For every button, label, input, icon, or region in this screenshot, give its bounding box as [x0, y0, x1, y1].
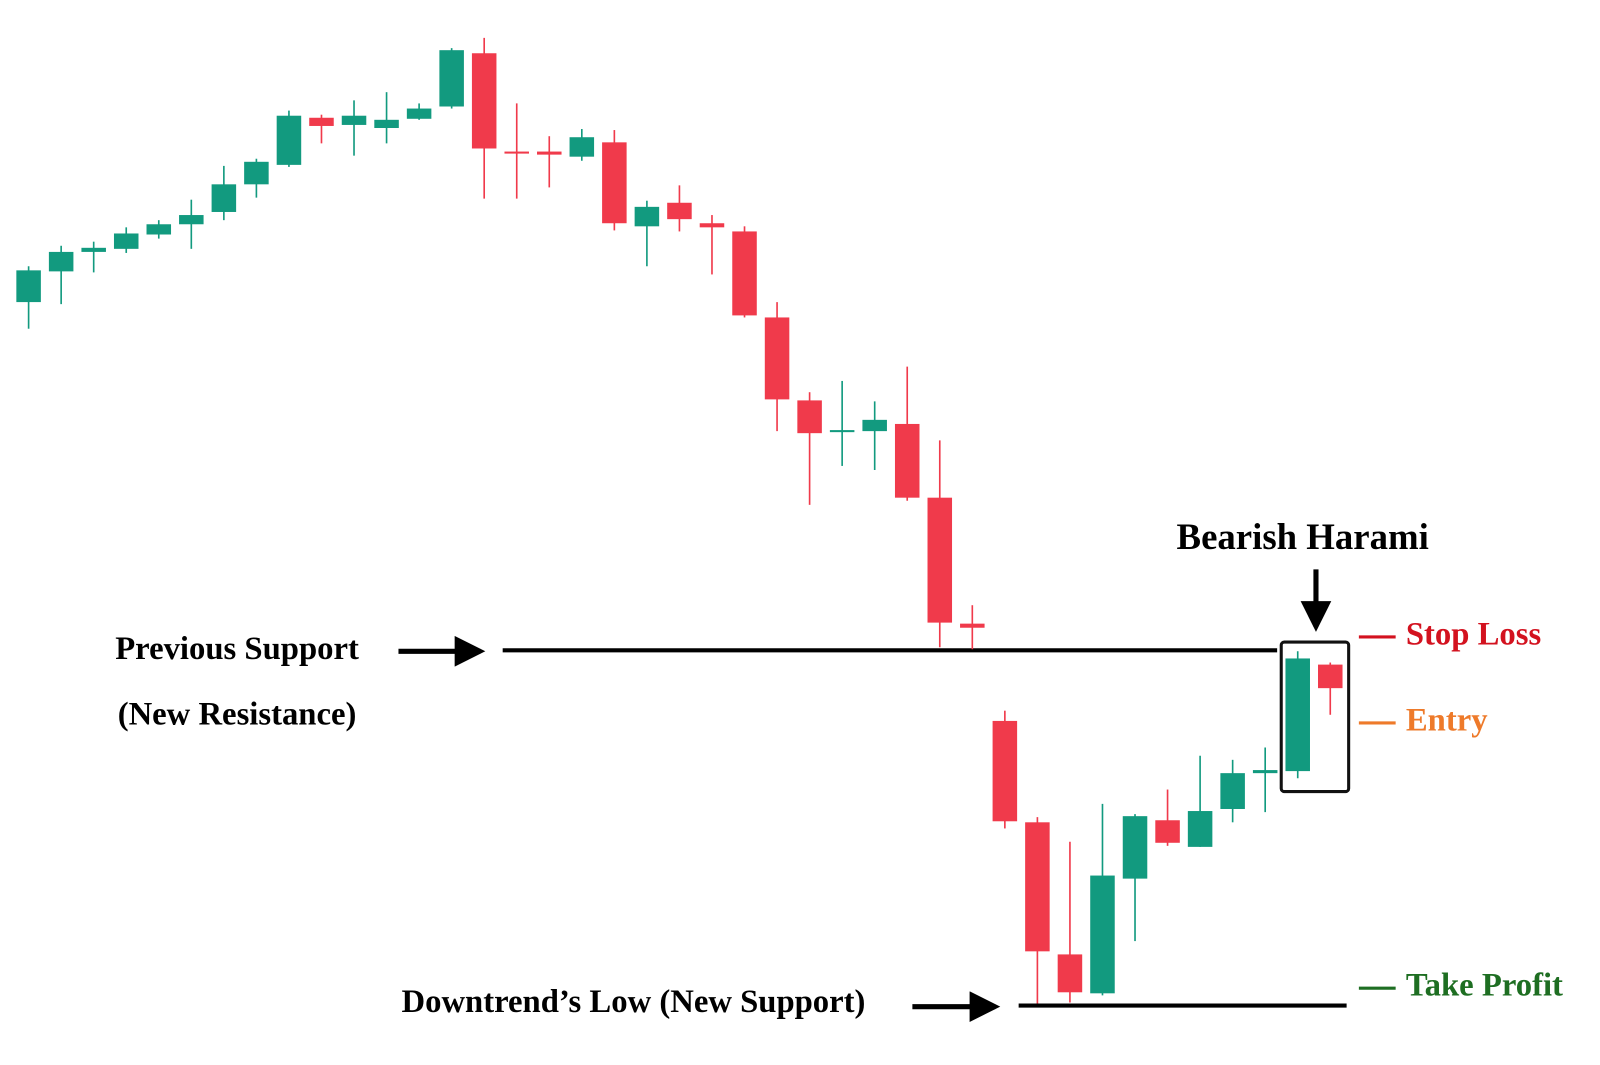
- candle-body: [634, 206, 660, 227]
- candle-body: [113, 233, 139, 249]
- candle-body: [341, 115, 367, 125]
- candle-body: [374, 119, 399, 129]
- level-label: Entry: [1406, 702, 1488, 738]
- candle-body: [48, 251, 74, 272]
- candle-body: [1252, 770, 1278, 774]
- candle-body: [1285, 658, 1310, 772]
- candle-body: [406, 108, 432, 119]
- pattern-box: [1279, 640, 1351, 794]
- candle-body: [797, 400, 822, 434]
- candle-body: [732, 231, 757, 316]
- candle-body: [602, 142, 627, 224]
- candle-body: [179, 215, 204, 225]
- candle-body: [829, 430, 855, 433]
- candle-body: [1090, 875, 1115, 994]
- candle-body: [667, 202, 692, 220]
- candle-body: [569, 137, 595, 157]
- candle-body: [1057, 954, 1083, 993]
- candle-body: [211, 184, 237, 212]
- annotation: Downtrend’s Low (New Support): [401, 984, 865, 1020]
- level-label: Stop Loss: [1406, 616, 1541, 652]
- candle-body: [960, 623, 985, 628]
- candle-body: [1187, 811, 1213, 847]
- candle-body: [699, 223, 725, 228]
- candle-body: [16, 270, 41, 303]
- candle-body: [927, 497, 953, 623]
- candle-body: [146, 224, 172, 235]
- annotation: (New Resistance): [118, 696, 357, 732]
- annotation: Previous Support: [115, 631, 359, 667]
- candle-body: [81, 247, 106, 252]
- candle-body: [894, 423, 920, 498]
- candle-body: [862, 419, 887, 432]
- candle-body: [1155, 820, 1180, 843]
- candle-body: [504, 151, 529, 154]
- candle-body: [1025, 822, 1050, 952]
- candle-body: [309, 117, 334, 126]
- level-label: Take Profit: [1406, 968, 1563, 1004]
- candle-body: [471, 53, 497, 149]
- candle-body: [764, 317, 790, 400]
- candle-body: [439, 50, 464, 107]
- chart-title: Bearish Harami: [1177, 516, 1429, 557]
- candle-body: [244, 161, 269, 185]
- candle-body: [1122, 816, 1148, 879]
- candle-body: [276, 115, 302, 165]
- candle-body: [1220, 773, 1245, 809]
- candle-body: [1318, 664, 1343, 689]
- candle-body: [537, 151, 562, 155]
- candle-body: [992, 720, 1018, 822]
